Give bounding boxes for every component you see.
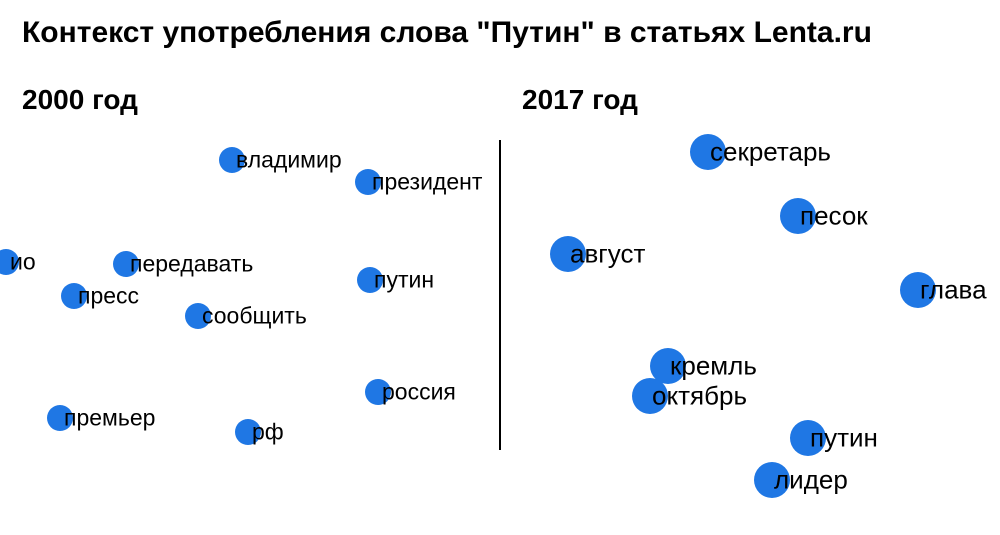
panel-title-left: 2000 год xyxy=(22,84,138,116)
scatter-label: владимир xyxy=(236,147,342,174)
scatter-label: лидер xyxy=(774,465,848,496)
scatter-label: кремль xyxy=(670,351,757,382)
chart-canvas: Контекст употребления слова "Путин" в ст… xyxy=(0,0,1000,535)
scatter-label: глава xyxy=(920,275,987,306)
scatter-label: премьер xyxy=(64,405,155,432)
scatter-label: пресс xyxy=(78,283,139,310)
scatter-label: россия xyxy=(382,379,456,406)
scatter-label: октябрь xyxy=(652,381,747,412)
scatter-label: рф xyxy=(252,419,284,446)
scatter-label: песок xyxy=(800,201,868,232)
scatter-label: сообщить xyxy=(202,303,307,330)
chart-title: Контекст употребления слова "Путин" в ст… xyxy=(22,16,872,50)
scatter-label: секретарь xyxy=(710,137,831,168)
scatter-label: путин xyxy=(810,423,878,454)
scatter-label: передавать xyxy=(130,251,253,278)
scatter-label: август xyxy=(570,239,645,270)
scatter-label: путин xyxy=(374,267,434,294)
panel-divider xyxy=(499,140,501,450)
scatter-label: ио xyxy=(10,249,36,276)
scatter-label: президент xyxy=(372,169,482,196)
panel-title-right: 2017 год xyxy=(522,84,638,116)
